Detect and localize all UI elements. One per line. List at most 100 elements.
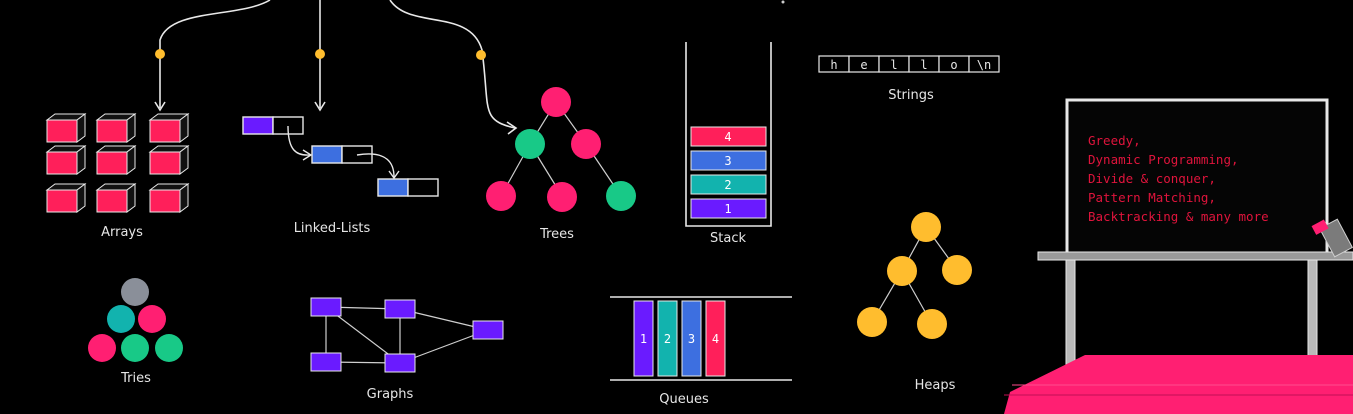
- linked-list-node: [377, 178, 439, 197]
- arrays-label: Arrays: [101, 225, 143, 240]
- graph: [310, 297, 504, 373]
- tree-node: [547, 182, 577, 212]
- trie: [88, 278, 183, 362]
- string-char: h: [830, 58, 837, 72]
- string-cell: \n: [968, 55, 1000, 73]
- array-cube: [45, 145, 87, 175]
- trie-node: [88, 334, 116, 362]
- stack-item-label: 4: [724, 130, 731, 144]
- queue-rails: [610, 296, 792, 381]
- stack-item: 3: [690, 150, 767, 171]
- trie-node: [155, 334, 183, 362]
- heap-node: [942, 255, 972, 285]
- trie-node: [121, 278, 149, 306]
- arrays-grid: [45, 113, 190, 213]
- tree-node: [541, 87, 571, 117]
- stack-label: Stack: [710, 231, 746, 246]
- heap-node: [911, 212, 941, 242]
- array-cube: [95, 145, 137, 175]
- string-cell: o: [938, 55, 970, 73]
- rug: [1004, 355, 1353, 414]
- heaps-label: Heaps: [915, 378, 956, 393]
- heap: [857, 212, 972, 339]
- blackboard-line: Pattern Matching,: [1088, 190, 1216, 205]
- connector-dot: [315, 49, 325, 59]
- string-cell: l: [878, 55, 910, 73]
- array-cube: [148, 183, 190, 213]
- connector-dot: [476, 50, 486, 60]
- string-char: e: [860, 58, 867, 72]
- stack-items: 4 3 2 1: [690, 126, 767, 219]
- blackboard-line: Dynamic Programming,: [1088, 152, 1239, 167]
- connector-dots: [155, 49, 486, 60]
- blackboard-frame: [1065, 98, 1329, 257]
- stack-item-label: 1: [724, 202, 731, 216]
- heap-node: [917, 309, 947, 339]
- array-cube: [95, 183, 137, 213]
- trees-label: Trees: [539, 227, 574, 242]
- array-cube: [148, 145, 190, 175]
- queue-item-label: 2: [664, 332, 671, 346]
- linked-list-node: [242, 116, 304, 135]
- blackboard-text: Greedy, Dynamic Programming, Divide & conq…: [1088, 133, 1269, 224]
- blackboard-line: Divide & conquer,: [1088, 171, 1216, 186]
- queue-item-label: 3: [688, 332, 695, 346]
- trie-node: [107, 305, 135, 333]
- connector-dot: [155, 49, 165, 59]
- queue-item: 1: [633, 300, 654, 377]
- strings-label: Strings: [888, 88, 934, 103]
- array-cube: [148, 113, 190, 143]
- graph-node: [384, 353, 416, 373]
- stack-container: [685, 42, 772, 227]
- linked-lists-label: Linked-Lists: [294, 221, 371, 236]
- queue-items: 1 2 3 4: [633, 300, 726, 377]
- tree-node: [515, 129, 545, 159]
- graphs-label: Graphs: [367, 387, 414, 402]
- array-cube: [95, 113, 137, 143]
- array-cube: [45, 113, 87, 143]
- graph-node: [310, 297, 342, 317]
- graph-node: [384, 299, 416, 319]
- string-char: l: [920, 58, 927, 72]
- linked-list: [242, 116, 439, 197]
- queues-label: Queues: [659, 392, 709, 407]
- array-cube: [45, 183, 87, 213]
- string-cell: e: [848, 55, 880, 73]
- stack-item: 1: [690, 198, 767, 219]
- trie-node: [138, 305, 166, 333]
- connector-right: [389, 0, 516, 129]
- linked-list-pointers: [287, 125, 400, 180]
- queue-item-label: 4: [712, 332, 719, 346]
- top-right-dot: [781, 0, 785, 4]
- string-char: l: [890, 58, 897, 72]
- stack-item-label: 3: [724, 154, 731, 168]
- chalk-eraser-top: [1311, 219, 1329, 235]
- connector-left: [159, 0, 271, 108]
- blackboard-line: Greedy,: [1088, 133, 1141, 148]
- stack-item-label: 2: [724, 178, 731, 192]
- tree-node: [571, 129, 601, 159]
- graph-node: [310, 352, 342, 372]
- blackboard: [1037, 98, 1353, 386]
- string-cells: h e l l o \n: [818, 55, 1000, 73]
- tree-node: [606, 181, 636, 211]
- queue-item: 3: [681, 300, 702, 377]
- blackboard-ledge: [1037, 251, 1353, 261]
- queue-item-label: 1: [640, 332, 647, 346]
- graph-node: [472, 320, 504, 340]
- tries-label: Tries: [120, 371, 151, 386]
- heap-node: [857, 307, 887, 337]
- connector-arrows: [159, 0, 516, 129]
- string-cell: h: [818, 55, 850, 73]
- stack-item: 2: [690, 174, 767, 195]
- blackboard-line: Backtracking & many more: [1088, 209, 1269, 224]
- tree: [486, 87, 636, 212]
- string-char: \n: [977, 58, 991, 72]
- string-cell: l: [908, 55, 940, 73]
- stack-item: 4: [690, 126, 767, 147]
- queue-item: 4: [705, 300, 726, 377]
- linked-list-node: [311, 145, 373, 164]
- trie-node: [121, 334, 149, 362]
- tree-node: [486, 181, 516, 211]
